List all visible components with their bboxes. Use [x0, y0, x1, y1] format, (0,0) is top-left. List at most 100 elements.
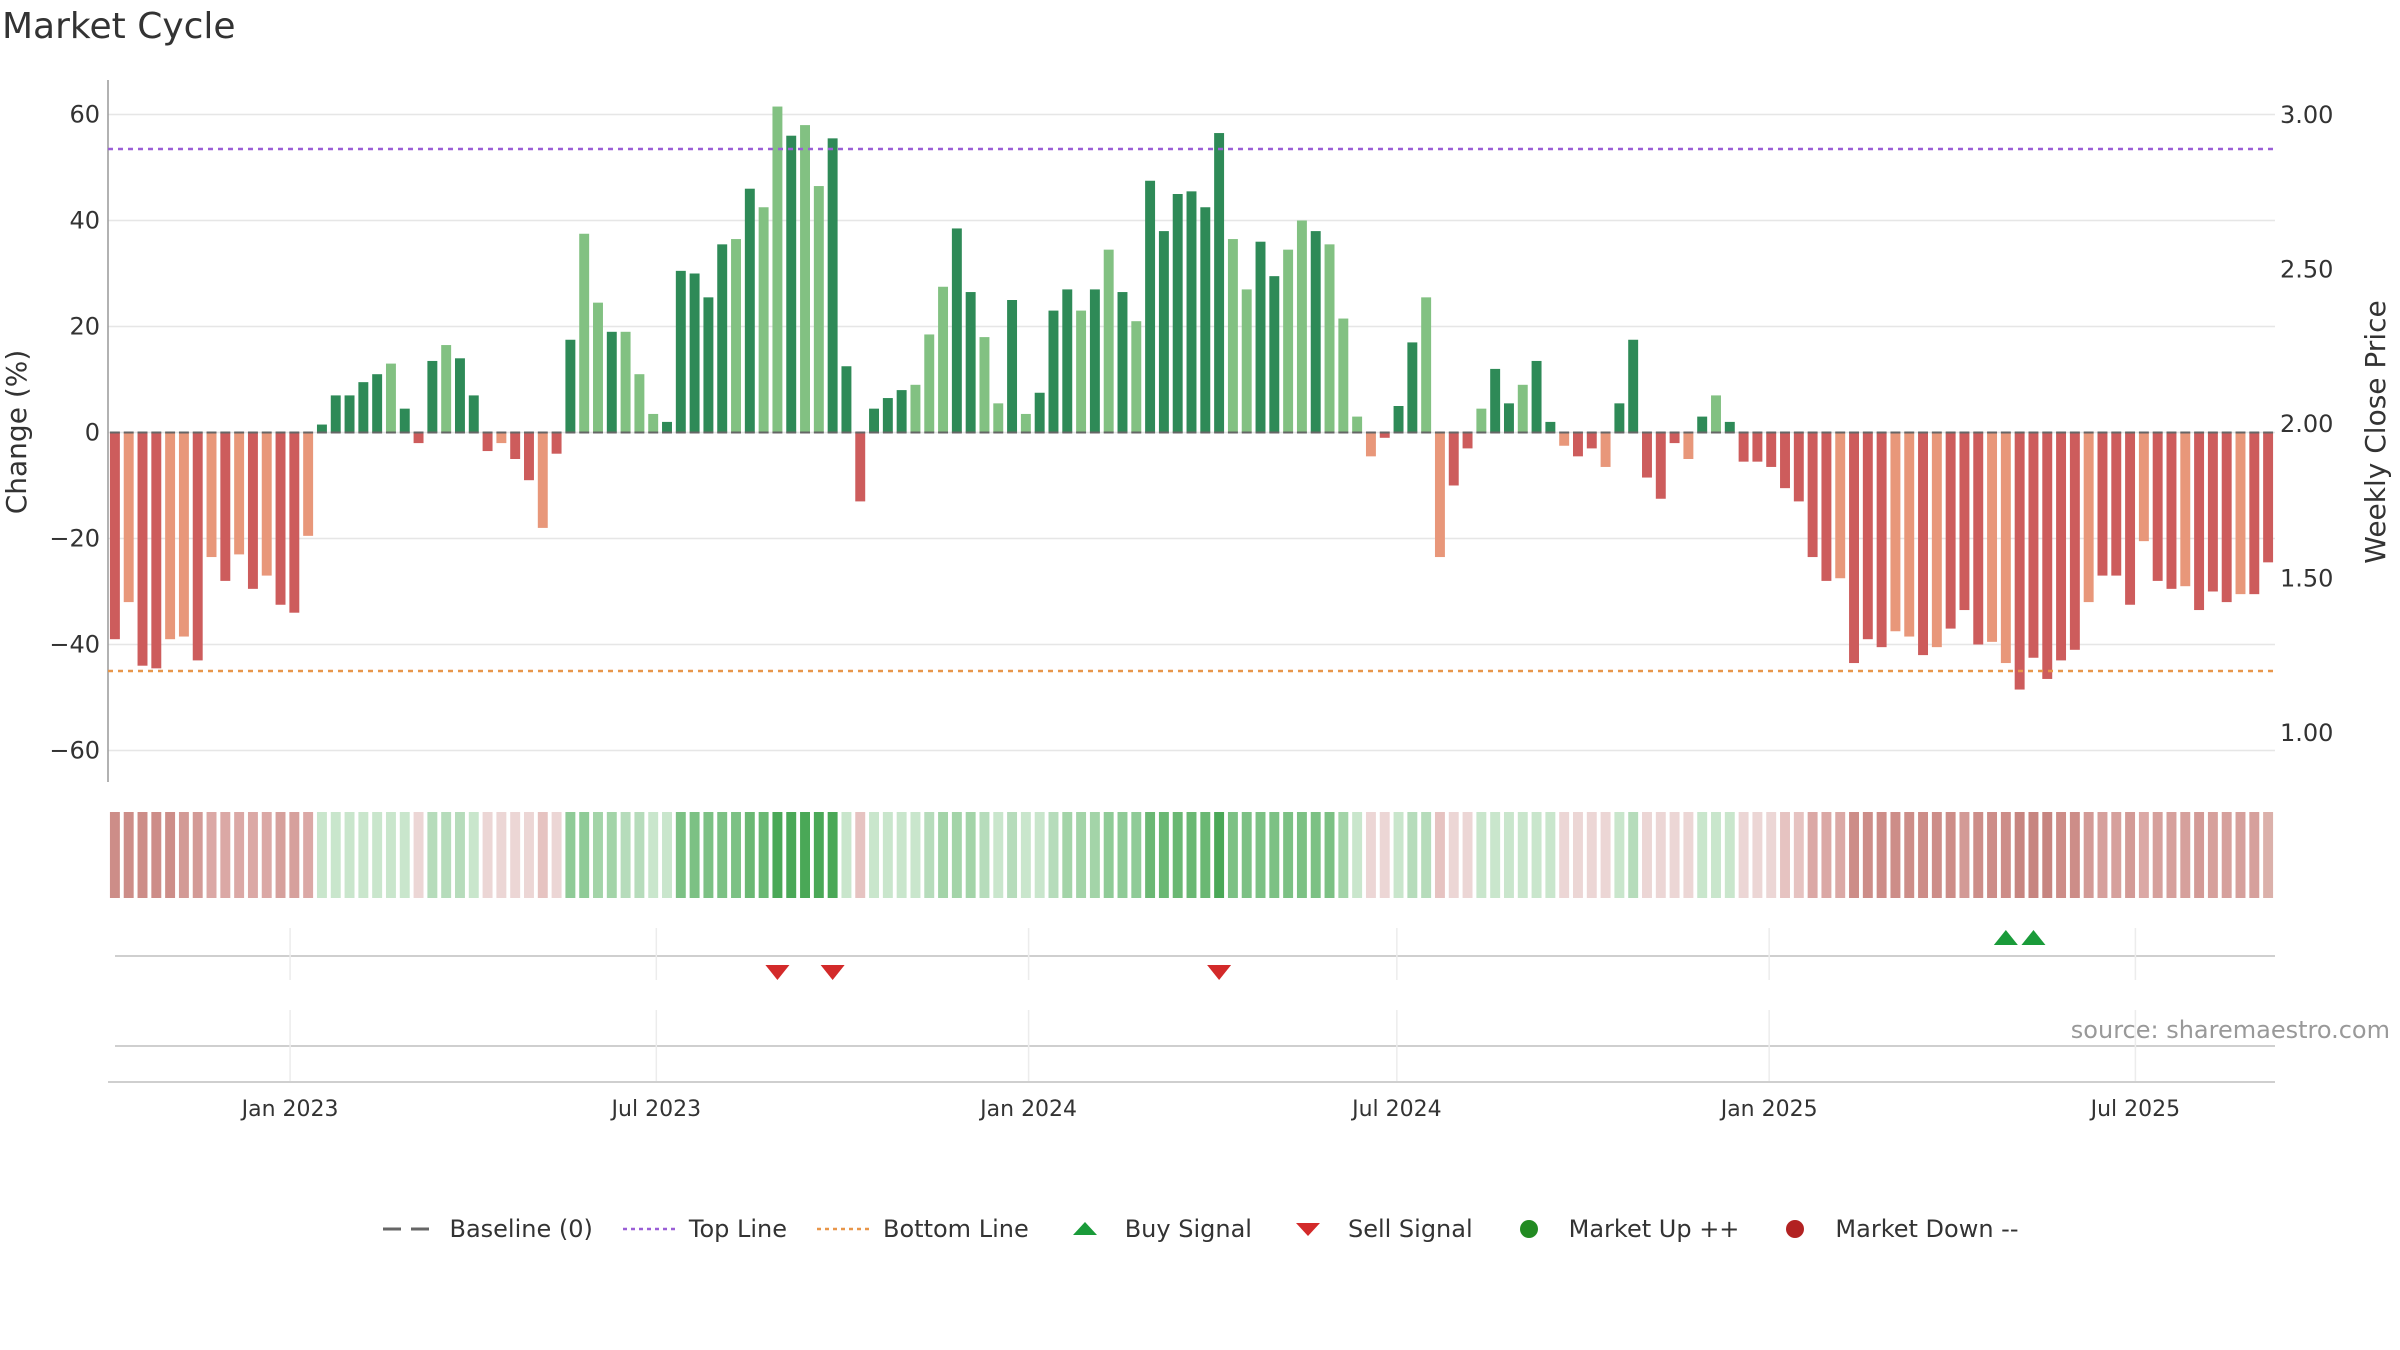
- change-bar: [979, 337, 990, 433]
- change-bar: [2097, 432, 2108, 576]
- y2-tick-label: 1.00: [2280, 719, 2333, 747]
- legend-item-down: Market Down --: [1767, 1215, 2019, 1243]
- regime-cell: [1766, 812, 1777, 898]
- change-bar: [1462, 432, 1473, 449]
- regime-cell: [1655, 812, 1666, 898]
- change-bar: [1780, 432, 1790, 489]
- regime-cell: [1062, 812, 1073, 898]
- change-bar: [482, 432, 493, 452]
- y2-tick-label: 1.50: [2280, 565, 2333, 593]
- regime-cell: [330, 812, 341, 898]
- regime-cell: [275, 812, 286, 898]
- regime-cell: [2207, 812, 2218, 898]
- regime-cell: [2069, 812, 2080, 898]
- change-bar: [151, 432, 162, 669]
- change-bar: [192, 432, 203, 661]
- change-bar: [510, 432, 521, 459]
- legend-label: Baseline (0): [449, 1215, 593, 1243]
- change-bar: [2111, 432, 2122, 576]
- change-bar: [1117, 292, 1128, 433]
- regime-cell: [551, 812, 562, 898]
- regime-cell: [1283, 812, 1294, 898]
- regime-cell: [1214, 812, 1225, 898]
- change-bar: [606, 331, 617, 433]
- change-bar: [496, 432, 507, 444]
- change-bar: [1089, 289, 1100, 433]
- change-bar: [1227, 239, 1238, 433]
- regime-cell: [2138, 812, 2149, 898]
- change-bar: [1545, 421, 1556, 433]
- y-tick-label: 20: [69, 313, 100, 341]
- regime-cell: [1683, 812, 1694, 898]
- regime-cell: [1365, 812, 1376, 898]
- regime-cell: [1793, 812, 1804, 898]
- x-tick-label: Jul 2023: [610, 1097, 702, 1122]
- change-bar: [800, 125, 810, 433]
- change-bar: [2056, 432, 2067, 661]
- change-bar: [1407, 342, 1418, 433]
- change-bar: [1255, 241, 1266, 433]
- regime-cell: [2000, 812, 2011, 898]
- regime-cell: [247, 812, 258, 898]
- regime-cell: [537, 812, 548, 898]
- y-tick-label: −60: [49, 737, 100, 765]
- chart-title: Market Cycle: [2, 6, 236, 47]
- y2-tick-label: 2.50: [2280, 256, 2333, 284]
- regime-cell: [289, 812, 300, 898]
- regime-cell: [468, 812, 479, 898]
- change-bar: [675, 270, 686, 433]
- y-axis: 60 40 20 0 −20 −40 −60: [49, 80, 109, 782]
- legend-down-icon: [1767, 1219, 1823, 1239]
- change-bar: [951, 228, 962, 433]
- change-bar: [896, 390, 907, 433]
- regime-cell: [2028, 812, 2039, 898]
- regime-cell: [1973, 812, 1984, 898]
- sell-signal-marker: [820, 965, 845, 980]
- change-bar: [2235, 432, 2246, 595]
- regime-cell: [2249, 812, 2260, 898]
- y2-axis-label: Weekly Close Price: [2359, 300, 2392, 563]
- change-bar: [1269, 276, 1280, 433]
- change-bar: [1393, 406, 1404, 433]
- regime-cell: [1462, 812, 1473, 898]
- x-tick-label: Jul 2024: [1350, 1097, 1442, 1122]
- change-bar: [1752, 432, 1763, 462]
- legend-item-up: Market Up ++: [1501, 1215, 1739, 1243]
- change-bar: [454, 358, 465, 433]
- change-bar: [413, 432, 424, 444]
- regime-cell: [399, 812, 410, 898]
- regime-cell: [841, 812, 852, 898]
- regime-cell: [441, 812, 452, 898]
- y-tick-label: 40: [69, 207, 100, 235]
- regime-cell: [1752, 812, 1763, 898]
- regime-cell: [1835, 812, 1846, 898]
- legend-top-icon: [621, 1219, 677, 1239]
- change-bar: [1945, 432, 1956, 629]
- legend-item-top: Top Line: [621, 1215, 787, 1243]
- regime-cell: [1434, 812, 1445, 898]
- legend-buy-icon: [1057, 1219, 1113, 1239]
- change-bar: [731, 239, 741, 433]
- regime-cell: [1227, 812, 1238, 898]
- change-bar: [1642, 432, 1652, 478]
- regime-cell: [758, 812, 769, 898]
- regime-cell: [1393, 812, 1404, 898]
- regime-cell: [924, 812, 935, 898]
- change-bar: [1724, 421, 1735, 433]
- regime-cell: [1531, 812, 1542, 898]
- regime-cell: [2166, 812, 2177, 898]
- legend-label: Bottom Line: [883, 1215, 1029, 1243]
- regime-cell: [2111, 812, 2122, 898]
- regime-cell: [620, 812, 631, 898]
- regime-cell: [717, 812, 728, 898]
- regime-cell: [1103, 812, 1114, 898]
- regime-cell: [1007, 812, 1018, 898]
- legend-item-bottom: Bottom Line: [815, 1215, 1029, 1243]
- change-bar: [1421, 297, 1432, 433]
- change-bar: [1890, 432, 1901, 632]
- regime-cell: [951, 812, 962, 898]
- change-bar: [109, 432, 120, 640]
- change-bar: [123, 432, 134, 603]
- change-bar: [689, 273, 700, 433]
- change-bar: [220, 432, 231, 581]
